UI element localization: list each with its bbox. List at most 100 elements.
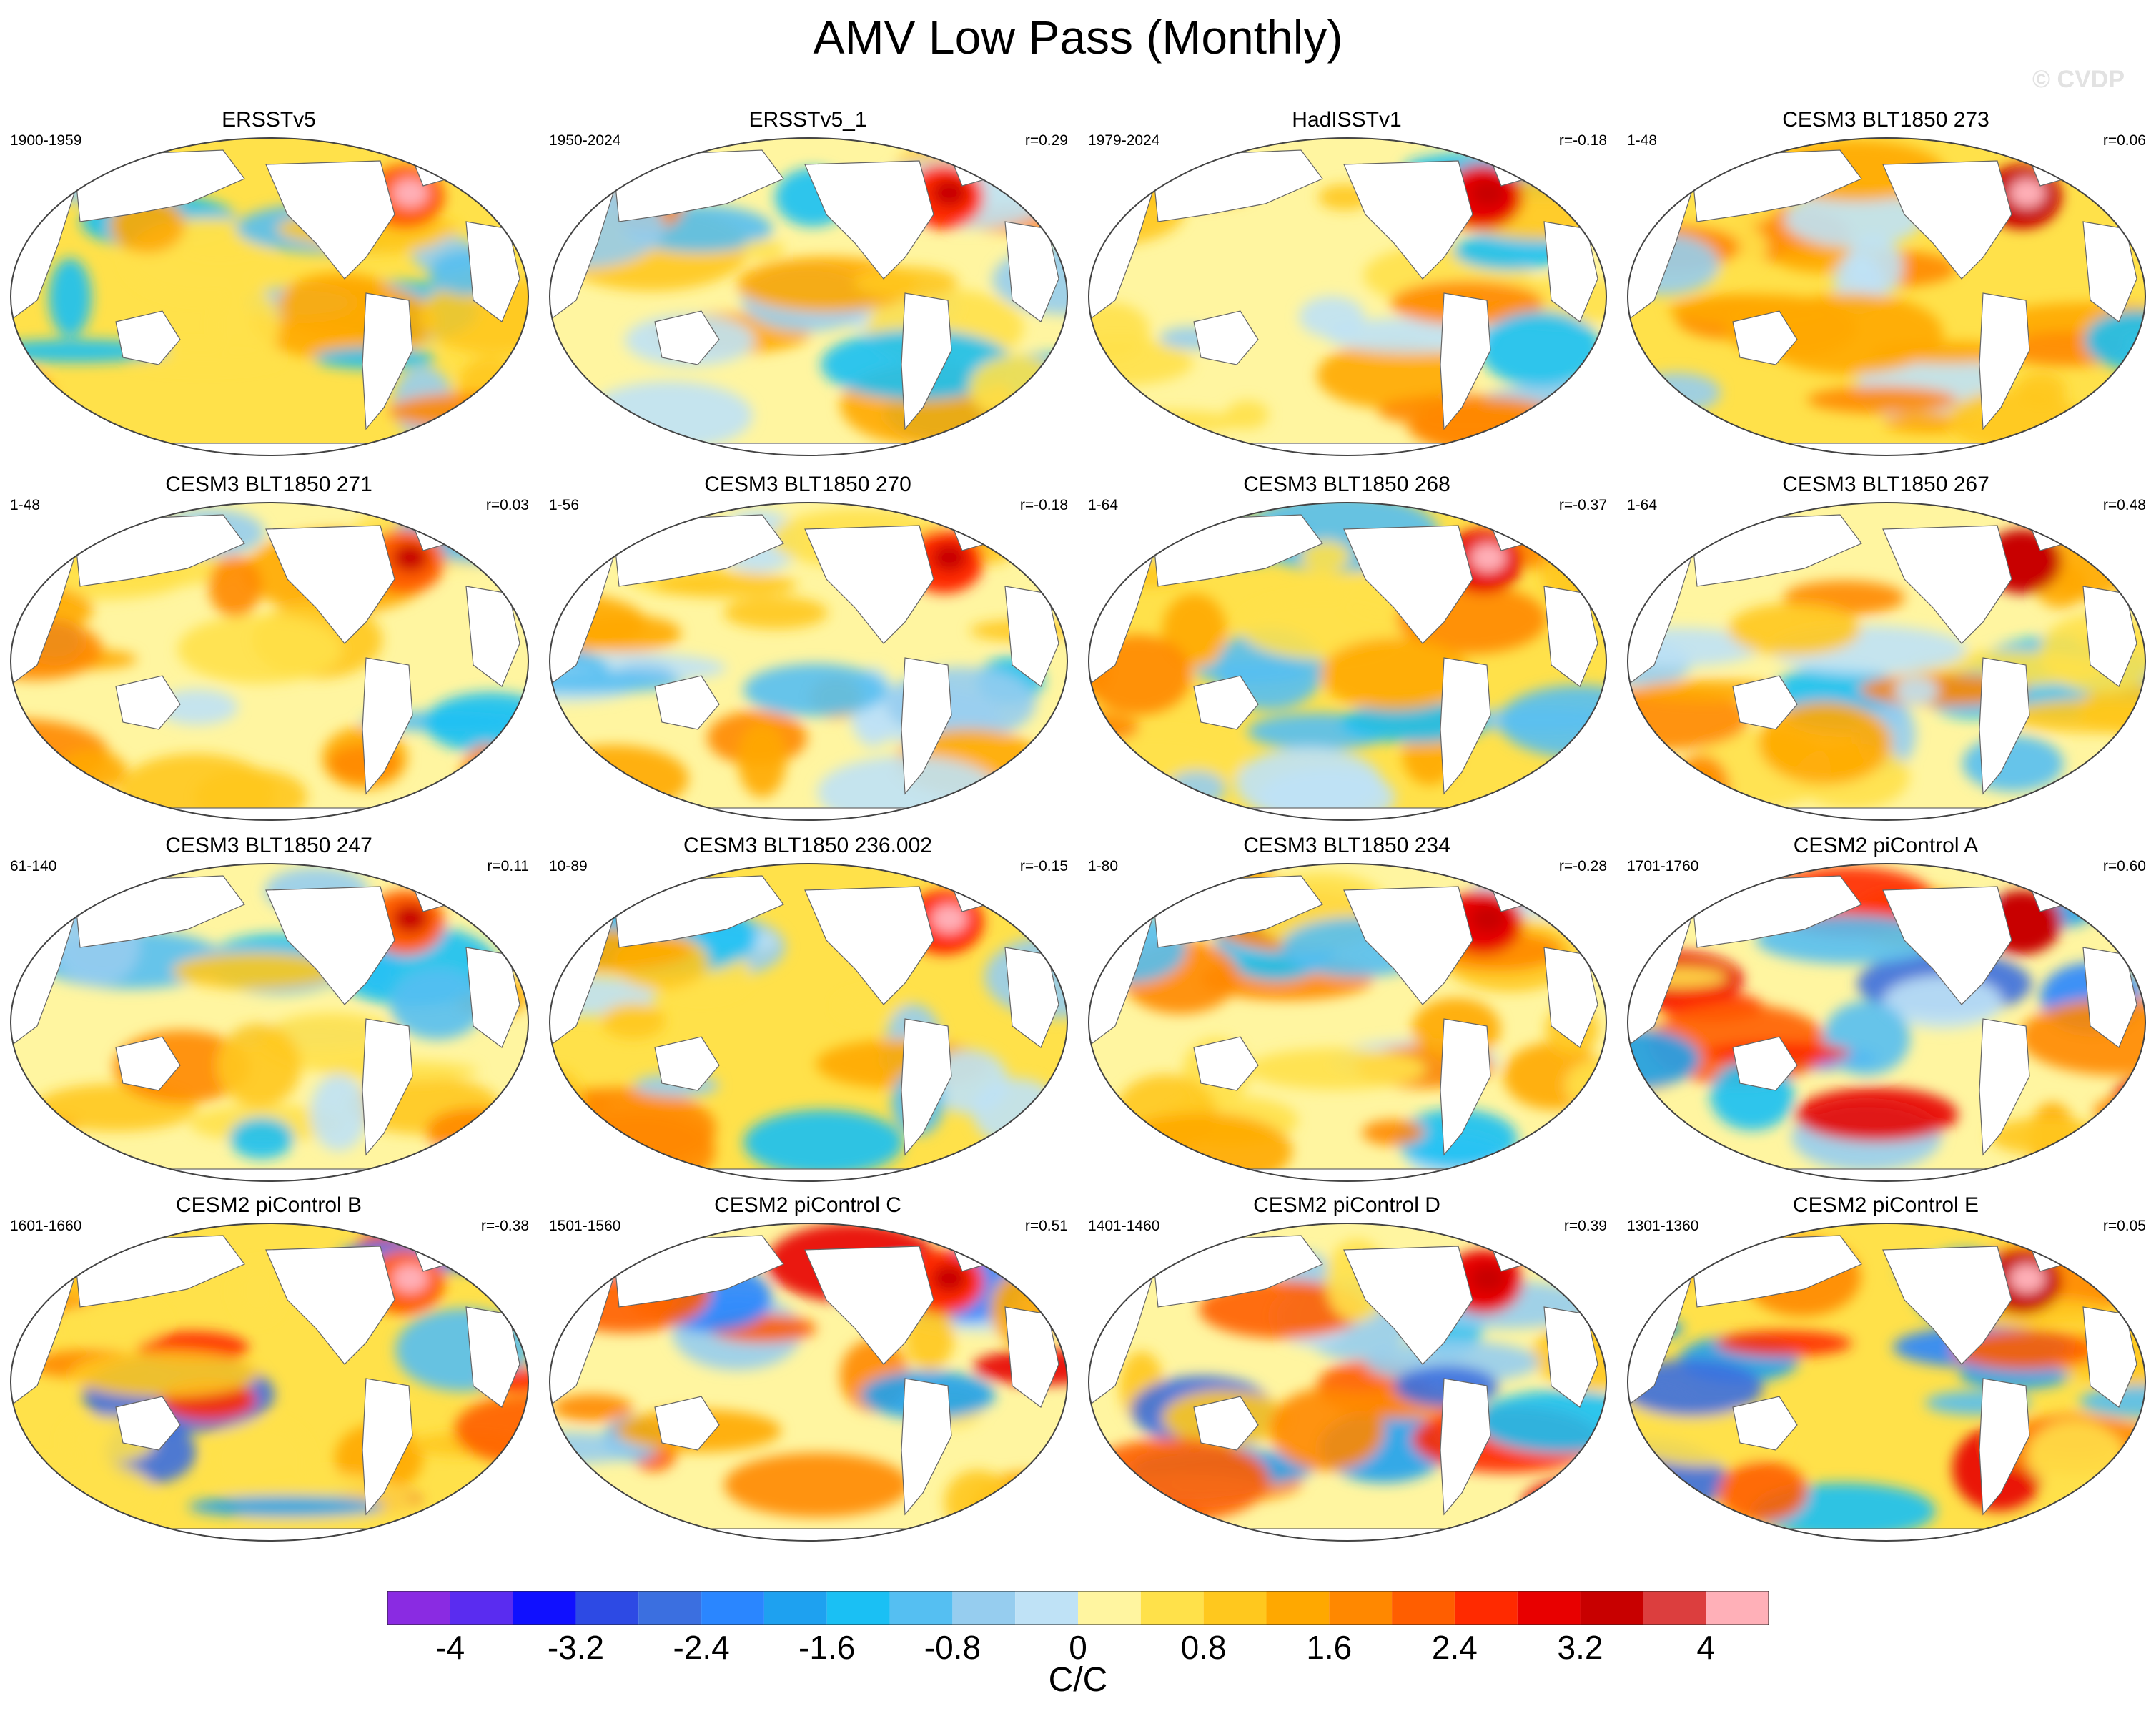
panel-period: 1979-2024 (1088, 132, 1160, 149)
panel-correlation: r=-0.18 (1558, 132, 1607, 149)
colorbar-tick-label: 0.8 (1180, 1629, 1227, 1666)
map-panel: CESM3 BLT1850 268 1-64 r=-0.37 (1078, 472, 1616, 829)
map-panel: ERSSTv5 1900-1959 (0, 107, 538, 465)
panel-correlation: r=0.51 (1024, 1218, 1068, 1234)
figure-title: AMV Low Pass (Monthly) (813, 11, 1343, 64)
colorbar-segment (1203, 1591, 1267, 1625)
panel-period: 1-80 (1088, 858, 1119, 874)
panel-period: 1900-1959 (10, 132, 82, 149)
colorbar-segment (1517, 1591, 1581, 1625)
map-panel: CESM3 BLT1850 247 61-140 r=0.11 (0, 833, 538, 1190)
map-panel: CESM3 BLT1850 234 1-80 r=-0.28 (1078, 833, 1616, 1190)
colorbar-segment (826, 1591, 890, 1625)
sst-regression-map (549, 502, 1068, 821)
map-panel: CESM3 BLT1850 236.002 10-89 r=-0.15 (539, 833, 1077, 1190)
colorbar-segment (889, 1591, 953, 1625)
colorbar-tick-label: 1.6 (1306, 1629, 1353, 1666)
map-panel: CESM2 piControl B 1601-1660 r=-0.38 (0, 1193, 538, 1550)
panel-correlation: r=0.11 (487, 858, 529, 874)
panel-correlation: r=0.48 (2102, 497, 2146, 513)
panel-title: CESM2 piControl C (714, 1193, 901, 1217)
map-panel: CESM2 piControl A 1701-1760 r=0.60 (1617, 833, 2155, 1190)
colorbar-segment (513, 1591, 576, 1625)
sst-regression-map (1088, 502, 1607, 821)
panel-title: CESM2 piControl A (1793, 834, 1979, 857)
panel-correlation: r=-0.38 (480, 1218, 529, 1234)
panel-title: ERSSTv5 (222, 108, 316, 132)
sst-regression-map (10, 502, 529, 821)
colorbar-segment (1140, 1591, 1204, 1625)
panel-title: ERSSTv5_1 (748, 108, 867, 132)
sst-regression-map (1627, 1223, 2146, 1542)
watermark: © CVDP (2032, 66, 2125, 93)
panel-correlation: r=0.06 (2102, 132, 2146, 149)
sst-regression-map (10, 863, 529, 1182)
sst-regression-map (1627, 863, 2146, 1182)
panel-period: 1301-1360 (1627, 1218, 1699, 1234)
panel-period: 1601-1660 (10, 1218, 82, 1234)
map-panel: HadISSTv1 1979-2024 r=-0.18 (1078, 107, 1616, 465)
map-panel: CESM2 piControl D 1401-1460 r=0.39 (1078, 1193, 1616, 1550)
colorbar-tick-label: -2.4 (673, 1629, 730, 1666)
sst-regression-map (1627, 137, 2146, 456)
colorbar-tick-label: 3.2 (1557, 1629, 1603, 1666)
colorbar-segment (450, 1591, 513, 1625)
sst-regression-map (1088, 863, 1607, 1182)
panel-period: 1-64 (1088, 497, 1119, 513)
colorbar-tick-label: -0.8 (924, 1629, 981, 1666)
sst-regression-map (549, 1223, 1068, 1542)
map-panel: CESM3 BLT1850 267 1-64 r=0.48 (1617, 472, 2155, 829)
panel-period: 1-48 (10, 497, 41, 513)
colorbar-tick-label: 2.4 (1431, 1629, 1478, 1666)
panel-title: CESM3 BLT1850 268 (1243, 473, 1450, 496)
panel-title: CESM3 BLT1850 247 (165, 834, 372, 857)
colorbar-segment (763, 1591, 827, 1625)
panel-period: 61-140 (10, 858, 57, 874)
colorbar-segment (1329, 1591, 1393, 1625)
map-panel: CESM3 BLT1850 271 1-48 r=0.03 (0, 472, 538, 829)
colorbar-segment (1706, 1591, 1769, 1625)
colorbar-segment (575, 1591, 639, 1625)
colorbar-tick-label: 0 (1069, 1629, 1087, 1666)
colorbar-segment (1015, 1591, 1078, 1625)
panel-period: 1701-1760 (1627, 858, 1699, 874)
sst-regression-map (10, 1223, 529, 1542)
panel-title: HadISSTv1 (1292, 108, 1402, 132)
sst-regression-map (1088, 137, 1607, 456)
sst-regression-map (549, 137, 1068, 456)
panel-period: 10-89 (549, 858, 588, 874)
colorbar-segment (1580, 1591, 1643, 1625)
panel-title: CESM2 piControl B (175, 1193, 362, 1217)
panel-title: CESM3 BLT1850 267 (1782, 473, 1989, 496)
colorbar-segment (638, 1591, 702, 1625)
panel-title: CESM2 piControl E (1792, 1193, 1979, 1217)
panel-title: CESM3 BLT1850 270 (704, 473, 911, 496)
sst-regression-map (549, 863, 1068, 1182)
colorbar-segment (1266, 1591, 1330, 1625)
colorbar-segment (1078, 1591, 1141, 1625)
sst-regression-map (10, 137, 529, 456)
panel-period: 1-64 (1627, 497, 1658, 513)
colorbar-tick-label: -1.6 (798, 1629, 856, 1666)
panel-period: 1950-2024 (549, 132, 621, 149)
colorbar-segment (1643, 1591, 1706, 1625)
sst-regression-map (1088, 1223, 1607, 1542)
panel-correlation: r=-0.28 (1558, 858, 1607, 874)
panel-title: CESM3 BLT1850 234 (1243, 834, 1450, 857)
panel-correlation: r=-0.15 (1019, 858, 1068, 874)
panel-correlation: r=-0.18 (1019, 497, 1068, 513)
panel-correlation: r=0.29 (1024, 132, 1068, 149)
colorbar-tick-labels: -4 -3.2 -2.4 -1.6 -0.8 0 0.8 1.6 2.4 3.2 4 (0, 1627, 2156, 1670)
panel-correlation: r=0.39 (1563, 1218, 1607, 1234)
sst-regression-map (1627, 502, 2146, 821)
colorbar (387, 1591, 1769, 1625)
panel-title: CESM3 BLT1850 236.002 (683, 834, 932, 857)
colorbar-segment (701, 1591, 764, 1625)
panel-period: 1-56 (549, 497, 580, 513)
panel-title: CESM3 BLT1850 271 (165, 473, 372, 496)
panel-correlation: r=-0.37 (1558, 497, 1607, 513)
panel-correlation: r=0.03 (485, 497, 529, 513)
panel-title: CESM2 piControl D (1253, 1193, 1440, 1217)
colorbar-tick-label: -4 (435, 1629, 465, 1666)
map-panel: CESM3 BLT1850 273 1-48 r=0.06 (1617, 107, 2155, 465)
